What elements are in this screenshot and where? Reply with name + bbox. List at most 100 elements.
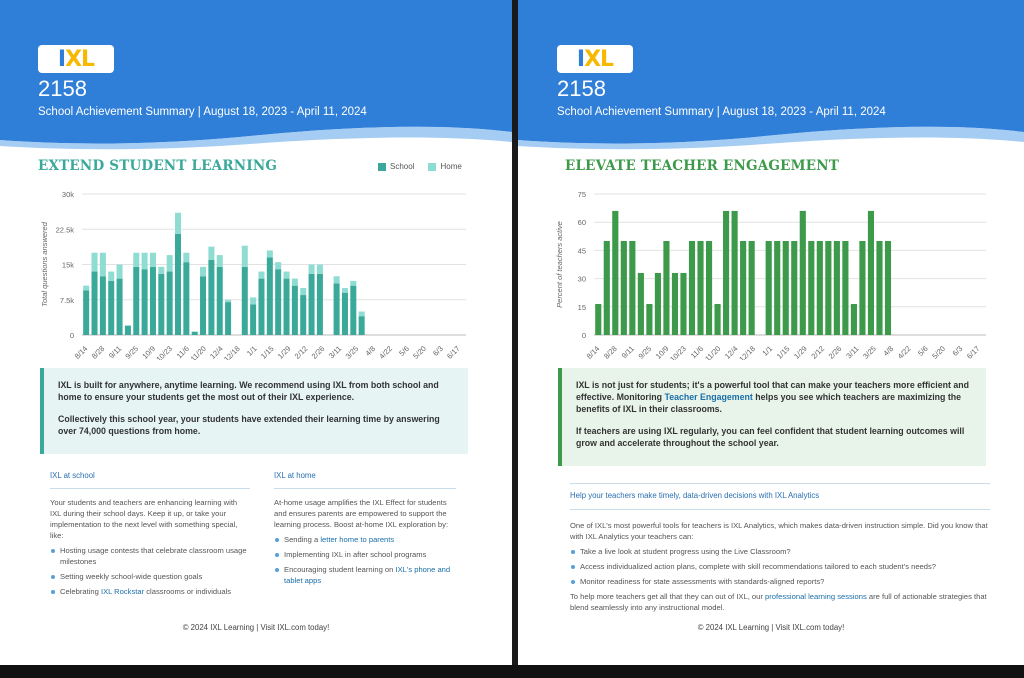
bar-value	[850, 303, 857, 335]
analytics-intro: One of IXL's most powerful tools for tea…	[570, 521, 988, 541]
column-heading: IXL at home	[274, 470, 456, 489]
bar-school	[250, 304, 257, 335]
bar-value	[884, 241, 892, 335]
x-tick-label: 2/26	[310, 344, 327, 360]
bar-home	[333, 276, 340, 284]
bar-home	[183, 252, 190, 263]
bar-value	[842, 241, 849, 335]
y-tick-label: 0	[582, 331, 586, 340]
x-tick-label: 1/15	[775, 344, 792, 360]
chart-legend: School Home	[378, 162, 476, 171]
x-tick-label: 9/25	[637, 344, 654, 360]
bar-value	[765, 241, 772, 335]
student-questions-chart: 0 7.5k 15k 22.5k 30k Total questions answered…	[40, 190, 466, 360]
x-tick-label: 1/15	[259, 344, 276, 360]
x-tick-label: 2/12	[809, 344, 826, 360]
bar-value	[612, 210, 619, 335]
bar-school	[141, 269, 148, 335]
bar-value	[688, 241, 696, 335]
legend-swatch-home	[428, 162, 437, 171]
bar-value	[740, 241, 747, 335]
x-tick-label: 9/11	[107, 344, 123, 360]
bar-home	[350, 280, 357, 286]
x-tick-label: 5/20	[411, 344, 428, 360]
apps-link[interactable]: IXL's phone and tablet apps	[284, 565, 451, 585]
y-tick-label: 30k	[62, 190, 74, 199]
bar-value	[671, 272, 679, 335]
list-item: Implementing IXL in after school program…	[274, 549, 456, 560]
x-tick-label: 3/25	[861, 344, 878, 360]
list-item: Take a live look at student progress usi…	[570, 546, 990, 557]
header-wave-background	[518, 0, 1024, 150]
analytics-heading: Help your teachers make timely, data-dri…	[570, 483, 990, 510]
y-tick-label: 75	[578, 190, 586, 199]
bar-school	[149, 266, 156, 335]
ixl-logo: IXL	[557, 45, 633, 73]
list-item: Sending a letter home to parents	[274, 534, 456, 545]
x-tick-label: 6/17	[445, 344, 462, 360]
list-item: Monitor readiness for state assessments …	[570, 576, 990, 587]
y-tick-label: 30	[578, 275, 586, 284]
bar-home	[174, 212, 182, 234]
x-tick-label: 11/20	[703, 344, 722, 360]
school-id: 2158	[557, 76, 606, 101]
bar-school	[208, 259, 215, 335]
list-item: Celebrating IXL Rockstar classrooms or i…	[50, 586, 250, 597]
bar-value	[629, 241, 636, 335]
bar-value	[782, 241, 789, 335]
teacher-engagement-link[interactable]: Teacher Engagement	[664, 392, 753, 402]
x-tick-label: 4/8	[881, 344, 895, 358]
x-tick-label: 5/6	[397, 344, 411, 358]
bar-school	[316, 273, 323, 335]
bullet-list: Take a live look at student progress usi…	[570, 546, 990, 587]
x-tick-label: 6/3	[951, 344, 965, 358]
bar-home	[241, 245, 248, 267]
bar-value	[620, 241, 627, 335]
x-tick-label: 4/22	[896, 344, 913, 360]
column-heading: IXL at school	[50, 470, 250, 489]
x-tick-label: 8/28	[90, 344, 107, 360]
letter-home-link[interactable]: letter home to parents	[320, 535, 395, 544]
ixl-at-home-column: IXL at home At-home usage amplifies the …	[274, 470, 456, 590]
x-tick-label: 8/14	[73, 344, 90, 360]
y-tick-label: 7.5k	[60, 296, 74, 305]
bar-school	[241, 266, 248, 335]
professional-learning-link[interactable]: professional learning sessions	[765, 592, 867, 601]
bar-school	[83, 290, 90, 335]
bar-home	[316, 264, 323, 274]
analytics-section: Help your teachers make timely, data-dri…	[570, 483, 990, 613]
bar-school	[191, 331, 198, 335]
bar-home	[308, 264, 315, 274]
bottom-strip	[0, 665, 1024, 678]
x-tick-label: 11/20	[189, 344, 208, 360]
bar-value	[595, 303, 602, 335]
x-tick-label: 6/3	[431, 344, 445, 358]
left-page: IXL 2158 School Achievement Summary | Au…	[0, 0, 512, 665]
x-tick-label: 1/29	[276, 344, 293, 360]
bullet-list: Sending a letter home to parents Impleme…	[274, 534, 456, 586]
bar-value	[654, 272, 661, 335]
bar-value	[637, 272, 644, 335]
column-body: Your students and teachers are enhancing…	[50, 498, 238, 540]
x-tick-label: 10/23	[668, 344, 688, 360]
bar-value	[825, 241, 832, 335]
bar-school	[108, 280, 115, 335]
ixl-rockstar-link[interactable]: IXL Rockstar	[100, 587, 145, 596]
y-tick-label: 15k	[62, 261, 74, 270]
bar-school	[225, 302, 232, 335]
report-subtitle: School Achievement Summary | August 18, …	[38, 106, 367, 118]
bar-school	[300, 295, 307, 335]
bar-school	[333, 283, 340, 335]
bar-school	[350, 285, 357, 335]
y-axis-label: Percent of teachers active	[555, 221, 564, 308]
bar-school	[91, 271, 98, 335]
bar-value	[705, 241, 713, 335]
bar-school	[166, 271, 173, 335]
bar-home	[216, 255, 223, 267]
bar-school	[275, 269, 282, 335]
header-wave-background	[0, 0, 512, 150]
x-tick-label: 9/25	[123, 344, 140, 360]
y-tick-label: 15	[578, 303, 586, 312]
bar-home	[225, 299, 232, 303]
bar-home	[116, 264, 123, 279]
